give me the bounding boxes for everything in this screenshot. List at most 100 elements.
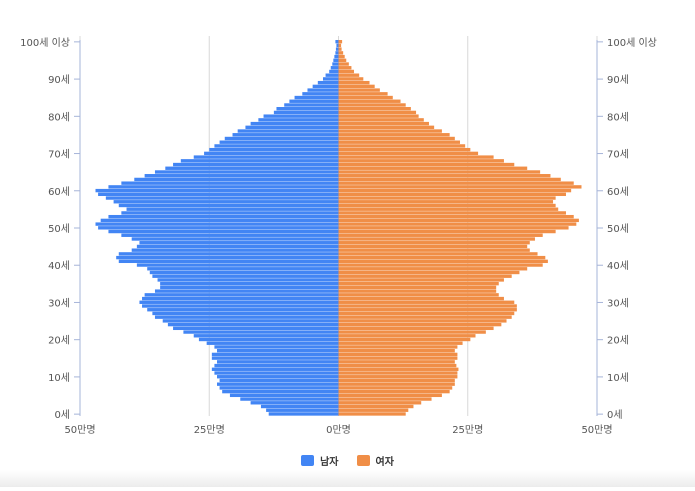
bar-male (214, 144, 339, 148)
bar-female (338, 348, 455, 353)
bar-male (152, 311, 339, 316)
bar-female (338, 360, 455, 364)
bar-female (338, 40, 343, 44)
bar-female (338, 58, 347, 62)
bar-female (338, 133, 450, 137)
bar-male (134, 177, 339, 182)
bar-female (338, 237, 535, 241)
bar-male (131, 248, 339, 252)
bar-male (268, 412, 339, 416)
bar-male (317, 80, 339, 85)
bar-female (338, 378, 455, 383)
bar-female (338, 77, 364, 81)
bar-male (108, 185, 339, 189)
bar-female (338, 103, 406, 107)
legend-item-male[interactable]: 남자 (301, 453, 339, 468)
bar-male (121, 211, 339, 215)
bar-male (229, 393, 339, 398)
bar-female (338, 188, 572, 193)
bar-male (193, 334, 339, 338)
bar-male (154, 289, 339, 293)
bar-male (217, 360, 339, 364)
bar-male (154, 170, 339, 174)
bar-male (219, 386, 339, 390)
bar-female (338, 136, 455, 141)
bar-male (312, 84, 339, 89)
bar-female (338, 229, 556, 234)
bar-female (338, 110, 417, 115)
y-tick-label-left: 50세 (48, 223, 70, 235)
legend-item-female[interactable]: 여자 (356, 453, 394, 468)
bar-male (214, 345, 339, 349)
bar-male (113, 200, 339, 204)
bar-female (338, 408, 409, 412)
bar-male (152, 274, 339, 278)
bar-male (211, 352, 339, 357)
bar-male (325, 73, 339, 77)
bar-female (338, 393, 442, 398)
bar-female (338, 92, 388, 96)
bar-female (338, 244, 528, 249)
bar-male (332, 62, 339, 66)
y-tick-label-right: 40세 (607, 260, 629, 272)
bar-male (108, 214, 339, 219)
bar-male (211, 367, 339, 371)
bar-male (118, 259, 339, 264)
legend-swatch-male (301, 454, 315, 466)
bar-female (338, 211, 566, 215)
bar-female (338, 107, 411, 111)
bar-female (338, 289, 497, 293)
bar-male (139, 300, 339, 304)
bar-female (338, 174, 551, 178)
bar-male (240, 397, 339, 401)
y-tick-label-right: 100세 이상 (607, 37, 657, 49)
bar-male (219, 140, 339, 144)
bar-male (154, 315, 339, 319)
bar-male (121, 181, 339, 185)
bar-male (302, 92, 339, 96)
bar-female (338, 214, 574, 219)
bar-female (338, 356, 458, 360)
bar-male (165, 166, 339, 170)
bar-female (338, 315, 512, 319)
bar-female (338, 62, 349, 66)
bar-male (307, 88, 339, 92)
y-tick-label-left: 20세 (48, 335, 70, 347)
bar-female (338, 311, 515, 316)
bar-female (338, 300, 515, 304)
bar-male (105, 196, 339, 200)
bar-female (338, 304, 517, 308)
x-tick-label: 25만명 (194, 424, 225, 436)
bar-female (338, 352, 458, 357)
bar-male (98, 226, 339, 230)
bar-male (121, 233, 339, 237)
bar-female (338, 118, 424, 122)
y-tick-label-left: 80세 (48, 111, 70, 123)
bar-male (183, 330, 339, 334)
bar-female (338, 222, 577, 226)
bar-male (180, 159, 339, 163)
bar-male (214, 363, 339, 368)
bar-male (289, 99, 339, 103)
bar-female (338, 293, 499, 297)
bar-female (338, 267, 528, 271)
bar-female (338, 73, 360, 77)
x-tick-label: 50만명 (64, 424, 95, 436)
bar-female (338, 278, 504, 282)
bar-male (237, 129, 339, 133)
bar-male (136, 263, 339, 267)
bar-female (338, 147, 471, 152)
bar-male (333, 58, 339, 62)
bar-male (144, 293, 339, 297)
bar-female (338, 375, 458, 379)
bar-male (336, 43, 339, 48)
bar-female (338, 203, 556, 208)
bar-male (206, 341, 339, 345)
bar-female (338, 334, 476, 338)
chart-legend: 남자 여자 (0, 451, 695, 469)
y-tick-label-left: 0세 (54, 409, 70, 421)
bar-female (338, 218, 579, 223)
bar-female (338, 404, 414, 409)
bar-female (338, 281, 499, 286)
